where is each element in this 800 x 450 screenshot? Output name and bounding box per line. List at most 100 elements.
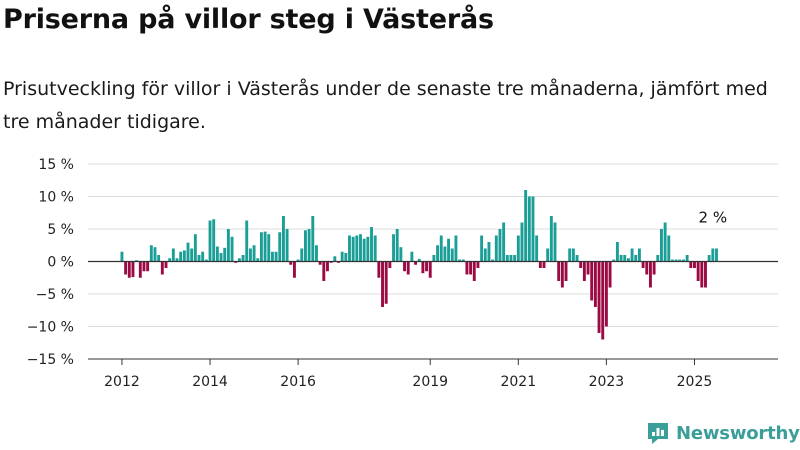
bar	[226, 229, 230, 262]
bar	[689, 261, 693, 268]
bar	[395, 229, 399, 262]
chart-subtitle: Prisutveckling för villor i Västerås und…	[3, 78, 768, 133]
bar	[678, 259, 682, 262]
bar	[241, 255, 245, 262]
bar	[652, 261, 656, 275]
bar	[326, 261, 329, 272]
bars	[120, 190, 718, 340]
bar	[215, 246, 219, 262]
bar	[711, 248, 715, 262]
bar	[494, 235, 498, 262]
y-tick-label: −10 %	[27, 320, 74, 336]
bar	[296, 259, 300, 262]
bar	[359, 234, 362, 262]
bar	[586, 261, 590, 275]
bar	[208, 220, 212, 262]
bar	[252, 245, 256, 262]
bar	[663, 222, 667, 262]
bar	[560, 261, 564, 288]
x-tick-label: 2019	[412, 374, 448, 390]
bar	[131, 261, 135, 278]
bar	[292, 261, 296, 278]
bar	[634, 255, 638, 262]
bar	[487, 242, 491, 262]
bar	[197, 255, 201, 262]
bar	[520, 222, 524, 262]
bar	[344, 253, 348, 262]
newsworthy-logo-text: Newsworthy	[676, 422, 800, 444]
bar	[465, 261, 469, 275]
x-tick-label: 2012	[104, 374, 140, 390]
bar	[527, 196, 531, 262]
bar	[553, 222, 557, 262]
bar	[458, 259, 462, 262]
bar	[505, 255, 509, 262]
bar	[193, 234, 197, 262]
bar	[410, 251, 414, 262]
bar	[256, 258, 260, 262]
bar	[223, 247, 227, 262]
bar	[483, 248, 487, 262]
bar	[425, 261, 429, 272]
bar	[175, 258, 179, 262]
bar	[535, 235, 539, 262]
bar	[127, 261, 131, 278]
bar	[351, 236, 355, 262]
bar	[414, 261, 417, 265]
bar	[700, 261, 704, 288]
bar	[645, 261, 649, 275]
bar	[146, 261, 150, 272]
bar	[186, 242, 190, 262]
axes	[88, 260, 778, 360]
bar	[608, 261, 612, 288]
bar	[230, 236, 234, 262]
newsworthy-logo: Newsworthy	[646, 421, 800, 445]
bar	[153, 247, 157, 262]
bar	[704, 261, 707, 288]
bar	[480, 235, 484, 262]
bar	[630, 248, 634, 262]
bar	[182, 250, 186, 262]
bar	[248, 248, 252, 262]
bar	[142, 261, 146, 272]
bar	[190, 248, 194, 262]
bar	[491, 259, 495, 262]
bar	[516, 235, 520, 262]
bar	[281, 216, 285, 262]
bar	[590, 261, 594, 301]
bar	[447, 238, 451, 262]
bar	[373, 235, 377, 262]
bar	[682, 259, 685, 262]
bar	[707, 255, 711, 262]
bar	[300, 248, 304, 262]
bar	[406, 261, 410, 275]
bar	[403, 261, 406, 272]
bar	[513, 255, 517, 262]
bar	[509, 255, 513, 262]
bar	[315, 245, 318, 262]
bar	[502, 222, 506, 262]
bar	[626, 258, 630, 262]
bar	[171, 248, 175, 262]
bar	[362, 238, 366, 262]
bar	[557, 261, 561, 281]
bar	[546, 248, 550, 262]
last-value-annotation: 2 %	[699, 209, 728, 227]
bar	[421, 261, 425, 274]
bar	[259, 232, 263, 262]
x-tick-label: 2025	[677, 374, 713, 390]
y-axis-ticks: −15 % −10 % −5 % 0 % 5 % 10 % 15 %	[27, 157, 74, 368]
bar	[212, 219, 216, 262]
bar	[439, 235, 443, 262]
bar	[204, 259, 208, 262]
bar	[381, 261, 384, 307]
bar	[612, 259, 616, 262]
x-tick-label: 2023	[589, 374, 625, 390]
bar	[637, 248, 641, 262]
x-axis-ticks: 2012 2014 2016 2019 2021 2023 2025	[104, 359, 712, 390]
bar	[469, 261, 473, 275]
bar	[164, 261, 168, 268]
bar	[582, 261, 586, 281]
x-tick-label: 2016	[280, 374, 316, 390]
bar	[237, 258, 241, 262]
